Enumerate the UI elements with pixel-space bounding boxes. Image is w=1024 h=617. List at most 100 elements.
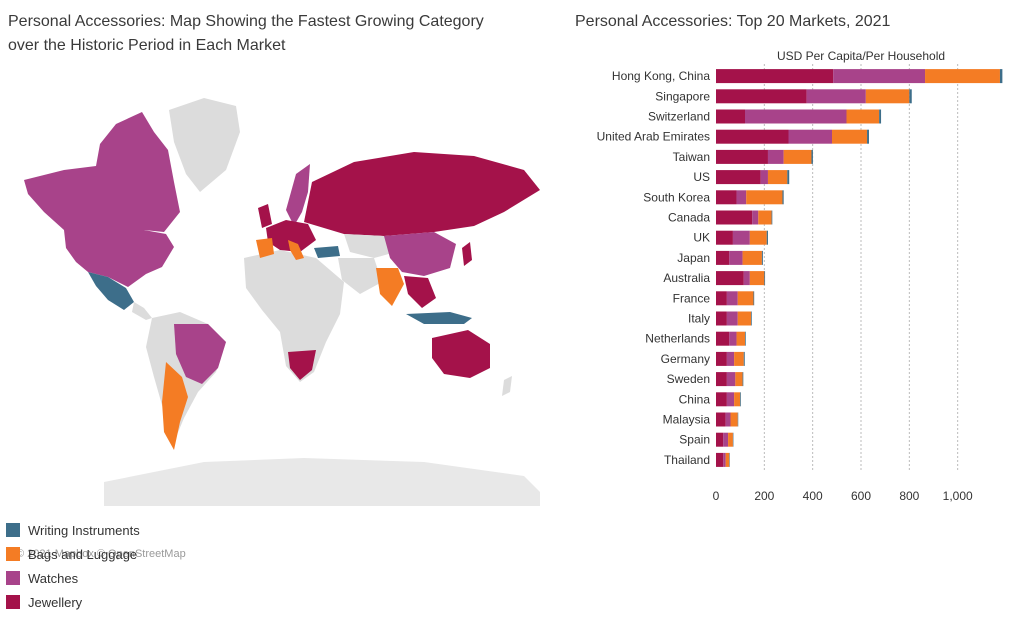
bar-australia-writing-instruments[interactable]: [764, 271, 766, 286]
bar-spain-jewellery[interactable]: [716, 432, 724, 447]
bar-canada-writing-instruments[interactable]: [771, 210, 773, 225]
bar-united-arab-emirates-bags-and-luggage[interactable]: [832, 129, 868, 144]
bar-south-korea-jewellery[interactable]: [716, 190, 737, 205]
bar-italy-writing-instruments[interactable]: [751, 311, 752, 326]
bar-sweden-jewellery[interactable]: [716, 372, 727, 387]
bar-taiwan-bags-and-luggage[interactable]: [783, 149, 812, 164]
region-southeast-asia[interactable]: [404, 276, 436, 308]
bar-canada-watches[interactable]: [752, 210, 759, 225]
bar-taiwan-writing-instruments[interactable]: [811, 149, 813, 164]
bar-us-writing-instruments[interactable]: [787, 170, 790, 185]
legend-item-bags-and-luggage[interactable]: Bags and Luggage: [6, 542, 140, 566]
bar-australia-watches[interactable]: [743, 271, 750, 286]
bar-japan-watches[interactable]: [729, 250, 743, 265]
region-spain[interactable]: [256, 238, 274, 258]
bar-us-bags-and-luggage[interactable]: [767, 170, 788, 185]
bar-hong-kong-china-watches[interactable]: [833, 69, 926, 84]
region-indonesia[interactable]: [406, 312, 472, 324]
region-australia[interactable]: [432, 330, 490, 378]
region-china[interactable]: [384, 232, 456, 276]
bar-australia-bags-and-luggage[interactable]: [749, 271, 765, 286]
bar-malaysia-watches[interactable]: [725, 412, 731, 427]
bar-hong-kong-china-writing-instruments[interactable]: [999, 69, 1003, 84]
bar-singapore-watches[interactable]: [806, 89, 866, 104]
bar-uk-jewellery[interactable]: [716, 230, 733, 245]
bar-china-jewellery[interactable]: [716, 392, 727, 407]
bar-netherlands-jewellery[interactable]: [716, 331, 730, 346]
bar-sweden-writing-instruments[interactable]: [742, 372, 744, 387]
bar-uk-watches[interactable]: [732, 230, 750, 245]
bar-france-jewellery[interactable]: [716, 291, 727, 306]
region-middle-east[interactable]: [338, 258, 382, 294]
bar-australia-jewellery[interactable]: [716, 271, 744, 286]
bar-germany-jewellery[interactable]: [716, 351, 727, 366]
bar-netherlands-watches[interactable]: [729, 331, 737, 346]
region-argentina[interactable]: [162, 362, 188, 450]
bar-sweden-bags-and-luggage[interactable]: [735, 372, 743, 387]
bar-united-arab-emirates-writing-instruments[interactable]: [867, 129, 869, 144]
bar-canada-jewellery[interactable]: [716, 210, 753, 225]
bar-uk-writing-instruments[interactable]: [766, 230, 768, 245]
bar-italy-bags-and-luggage[interactable]: [737, 311, 752, 326]
region-us[interactable]: [64, 230, 174, 287]
region-central-asia[interactable]: [344, 234, 396, 258]
bar-thailand-bags-and-luggage[interactable]: [725, 452, 730, 467]
bar-japan-jewellery[interactable]: [716, 250, 730, 265]
bar-china-watches[interactable]: [726, 392, 735, 407]
region-scandinavia[interactable]: [286, 164, 310, 226]
bar-taiwan-jewellery[interactable]: [716, 149, 768, 164]
legend-item-writing-instruments[interactable]: Writing Instruments: [6, 518, 140, 542]
bar-thailand-jewellery[interactable]: [716, 452, 724, 467]
region-new-zealand[interactable]: [502, 376, 512, 396]
bar-singapore-writing-instruments[interactable]: [909, 89, 912, 104]
bar-france-writing-instruments[interactable]: [753, 291, 755, 306]
region-brazil[interactable]: [174, 324, 226, 384]
bar-germany-bags-and-luggage[interactable]: [734, 351, 744, 366]
bar-italy-jewellery[interactable]: [716, 311, 727, 326]
world-map[interactable]: © 2021 Mapbox © OpenStreetMap: [4, 62, 542, 560]
bar-netherlands-bags-and-luggage[interactable]: [736, 331, 745, 346]
region-south-africa[interactable]: [288, 350, 316, 380]
bar-south-korea-bags-and-luggage[interactable]: [746, 190, 783, 205]
region-turkey[interactable]: [314, 246, 340, 258]
region-western-europe[interactable]: [266, 220, 316, 252]
region-japan[interactable]: [462, 242, 472, 266]
bar-sweden-watches[interactable]: [726, 372, 736, 387]
bar-taiwan-watches[interactable]: [767, 149, 784, 164]
bar-switzerland-watches[interactable]: [745, 109, 847, 124]
bar-singapore-bags-and-luggage[interactable]: [865, 89, 910, 104]
bar-spain-watches[interactable]: [723, 432, 729, 447]
bar-singapore-jewellery[interactable]: [716, 89, 807, 104]
bar-china-writing-instruments[interactable]: [740, 392, 741, 407]
bar-germany-watches[interactable]: [726, 351, 735, 366]
region-india[interactable]: [376, 268, 404, 306]
bar-italy-watches[interactable]: [726, 311, 738, 326]
bar-japan-writing-instruments[interactable]: [761, 250, 763, 265]
region-africa[interactable]: [244, 250, 344, 382]
bar-hong-kong-china-jewellery[interactable]: [716, 69, 834, 84]
bar-china-bags-and-luggage[interactable]: [734, 392, 741, 407]
bar-switzerland-jewellery[interactable]: [716, 109, 745, 124]
region-uk[interactable]: [258, 204, 272, 228]
bar-united-arab-emirates-watches[interactable]: [788, 129, 833, 144]
bar-us-jewellery[interactable]: [716, 170, 761, 185]
region-canada[interactable]: [24, 112, 180, 232]
region-central-america[interactable]: [132, 302, 152, 320]
bar-us-watches[interactable]: [760, 170, 768, 185]
bar-malaysia-jewellery[interactable]: [716, 412, 726, 427]
region-antarctica[interactable]: [104, 458, 540, 506]
bar-spain-bags-and-luggage[interactable]: [728, 432, 733, 447]
bar-france-bags-and-luggage[interactable]: [737, 291, 754, 306]
region-greenland[interactable]: [169, 98, 240, 192]
bar-malaysia-bags-and-luggage[interactable]: [730, 412, 738, 427]
region-russia[interactable]: [304, 152, 540, 236]
legend-item-watches[interactable]: Watches: [6, 566, 140, 590]
bar-thailand-watches[interactable]: [723, 452, 726, 467]
region-italy[interactable]: [288, 240, 304, 260]
bar-united-arab-emirates-jewellery[interactable]: [716, 129, 789, 144]
bar-switzerland-writing-instruments[interactable]: [879, 109, 882, 124]
bar-switzerland-bags-and-luggage[interactable]: [846, 109, 880, 124]
bar-japan-bags-and-luggage[interactable]: [742, 250, 762, 265]
bar-south-korea-writing-instruments[interactable]: [782, 190, 784, 205]
bar-france-watches[interactable]: [726, 291, 738, 306]
